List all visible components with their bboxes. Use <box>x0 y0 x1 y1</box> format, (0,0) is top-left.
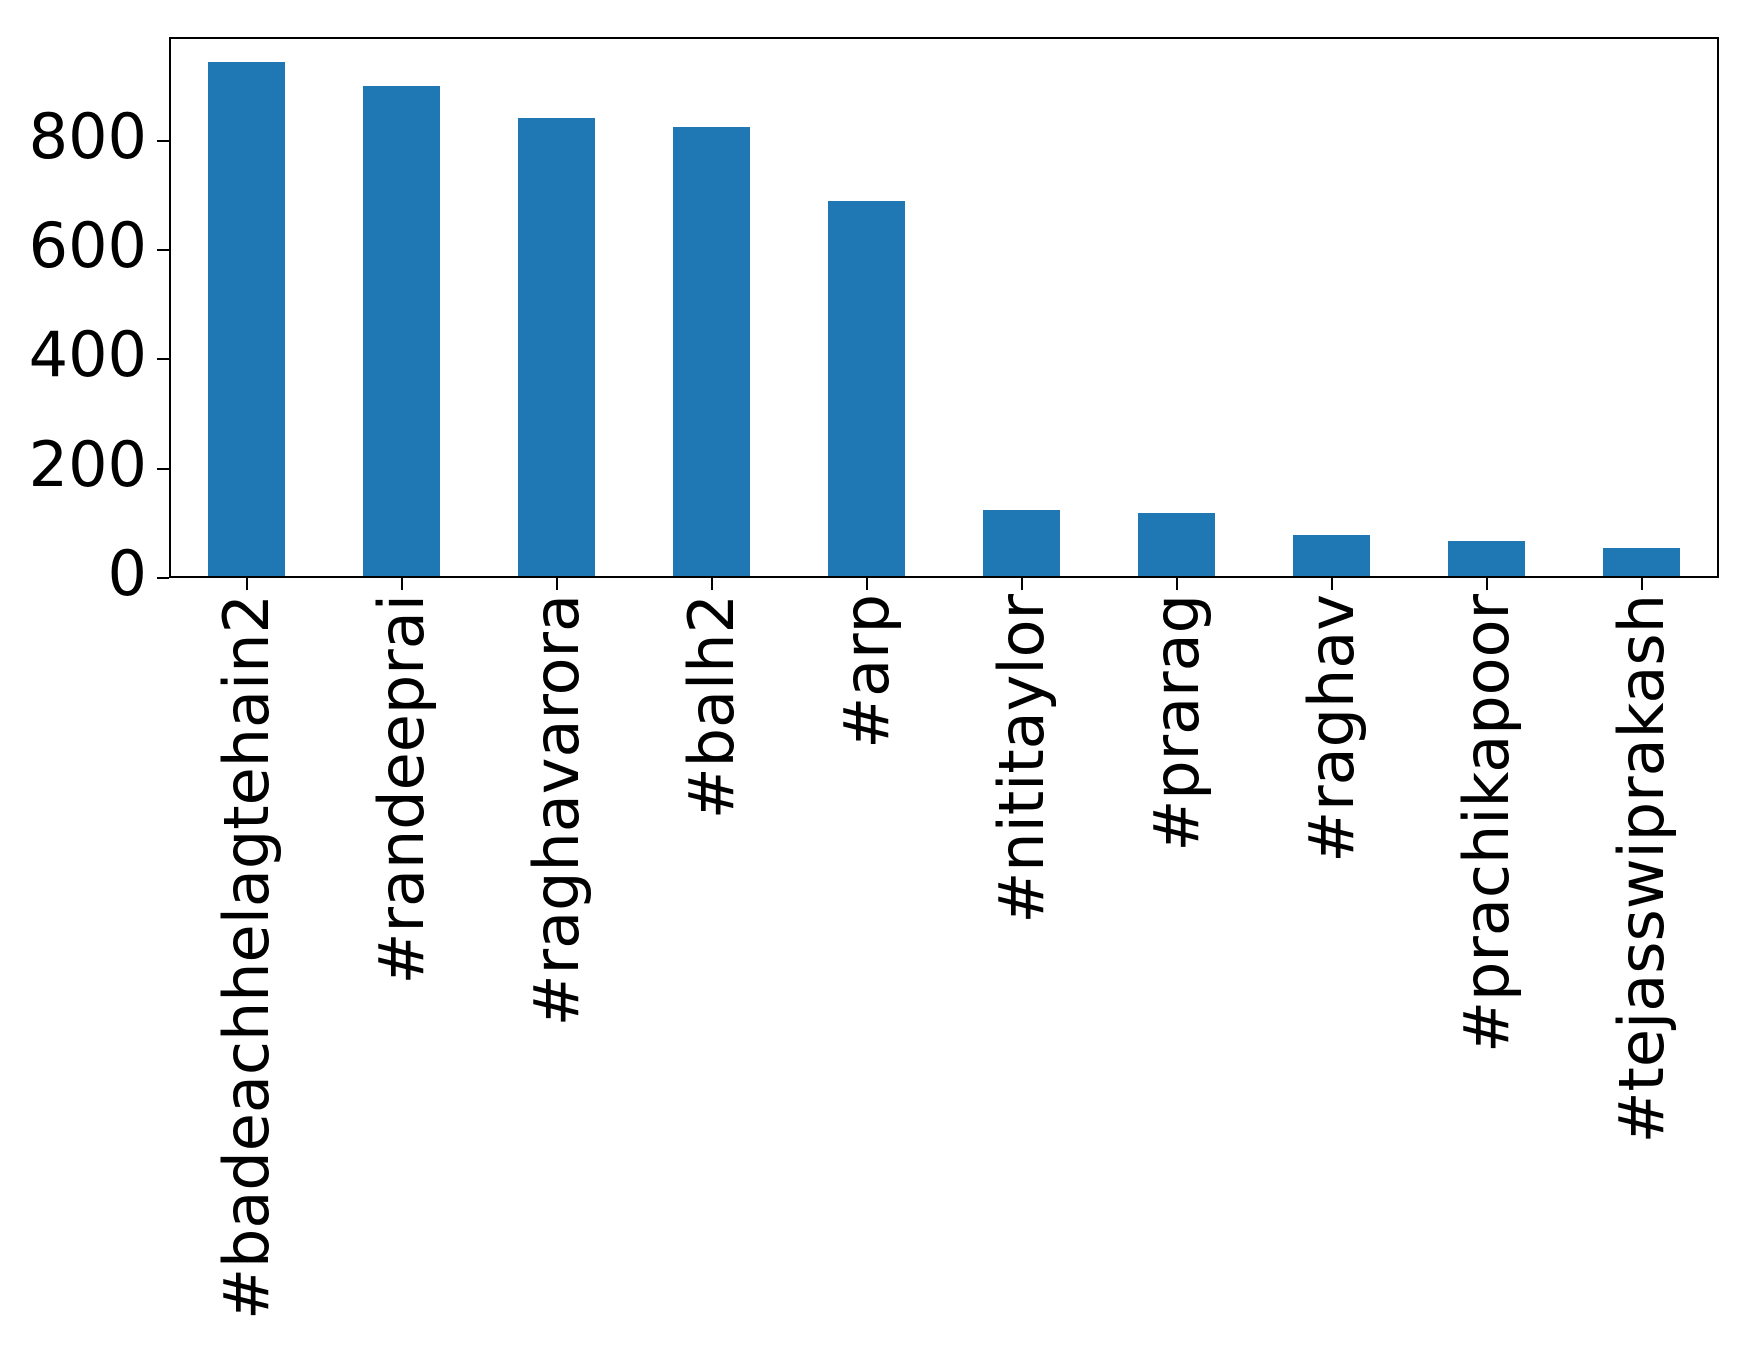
bar-arp <box>827 200 906 576</box>
x-tick-mark-4 <box>710 578 713 590</box>
bar-raghav <box>1292 535 1371 576</box>
x-tick-label-balh2: #balh2 <box>674 594 748 820</box>
x-tick-label-tejasswiprakash: #tejasswiprakash <box>1604 594 1678 1144</box>
y-tick-label-600: 600 <box>28 209 147 283</box>
y-tick-mark-600 <box>157 249 169 252</box>
bar-prarag <box>1137 513 1216 576</box>
x-tick-mark-6 <box>1020 578 1023 590</box>
x-tick-label-prachikapoor: #prachikapoor <box>1449 594 1523 1053</box>
x-tick-mark-3 <box>555 578 558 590</box>
y-tick-label-0: 0 <box>107 537 147 610</box>
bar-nititaylor <box>982 510 1061 576</box>
bar-prachikapoor <box>1447 541 1526 576</box>
x-tick-mark-10 <box>1640 578 1643 590</box>
bar-randeeprai <box>362 86 441 576</box>
y-tick-label-200: 200 <box>28 427 147 501</box>
x-tick-mark-5 <box>865 578 868 590</box>
x-tick-label-badeachhelagtehain2: #badeachhelagtehain2 <box>209 594 283 1320</box>
bar-raghavarora <box>517 118 596 576</box>
x-tick-label-raghav: #raghav <box>1294 594 1368 863</box>
y-tick-mark-0 <box>157 577 169 579</box>
y-tick-label-800: 800 <box>28 99 147 173</box>
x-tick-label-prarag: #prarag <box>1139 594 1213 852</box>
x-tick-mark-1 <box>245 578 248 590</box>
x-tick-label-raghavarora: #raghavarora <box>519 594 593 1027</box>
y-tick-mark-400 <box>157 358 169 361</box>
x-tick-label-randeeprai: #randeeprai <box>364 594 438 985</box>
x-tick-mark-7 <box>1175 578 1178 590</box>
x-tick-label-nititaylor: #nititaylor <box>984 594 1058 924</box>
x-tick-mark-2 <box>400 578 403 590</box>
bar-tejasswiprakash <box>1602 548 1681 576</box>
x-tick-mark-8 <box>1330 578 1333 590</box>
bar-badeachhelagtehain2 <box>207 62 286 576</box>
y-tick-mark-200 <box>157 467 169 470</box>
y-tick-mark-800 <box>157 139 169 142</box>
x-tick-label-arp: #arp <box>829 594 903 749</box>
y-tick-label-400: 400 <box>28 318 147 392</box>
bar-balh2 <box>672 126 751 576</box>
plot-area <box>169 37 1719 578</box>
x-tick-mark-9 <box>1485 578 1488 590</box>
